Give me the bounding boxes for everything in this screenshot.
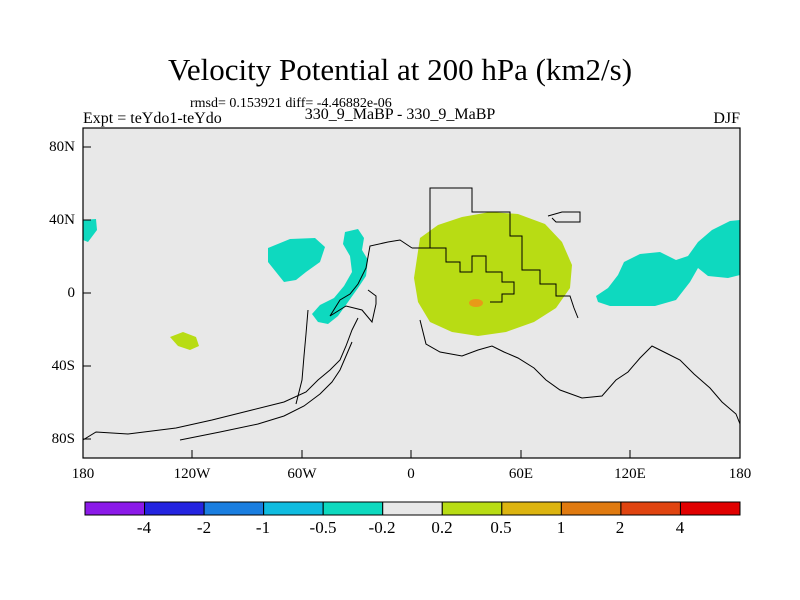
colorbar-box-7 — [441, 501, 503, 516]
stats-line: rmsd= 0.153921 diff= -4.46882e-06 — [190, 96, 392, 111]
colorbar-box-8 — [501, 501, 562, 516]
negative-region-pacific — [268, 238, 325, 282]
colorbar-label-2: -2 — [196, 518, 212, 537]
lat-label-80s: 80S — [51, 431, 75, 447]
axis-ticks — [83, 146, 631, 458]
colorbar-label-6: 0.2 — [431, 518, 453, 537]
coastline-south-lower — [179, 341, 353, 441]
strong-positive-spot — [469, 299, 483, 307]
lon-label-0: 0 — [407, 466, 415, 482]
negative-region-atlantic — [312, 229, 368, 324]
colorbar-box-1 — [84, 501, 146, 516]
lon-label-120w: 120W — [173, 466, 211, 482]
colorbar — [84, 501, 741, 516]
colorbar-box-2 — [144, 501, 205, 516]
positive-region-south-pacific — [170, 332, 199, 350]
colorbar-box-5 — [322, 501, 384, 516]
colorbar-label-7: 0.5 — [490, 518, 512, 537]
lon-label-60w: 60W — [287, 466, 317, 482]
plot-title: Velocity Potential at 200 hPa (km2/s) — [167, 52, 633, 87]
colorbar-box-10 — [620, 501, 681, 516]
coastlines — [83, 187, 740, 441]
coastline-north — [412, 187, 579, 319]
colorbar-box-3 — [203, 501, 265, 516]
lat-label-0: 0 — [67, 285, 76, 301]
coastline-northeast — [547, 211, 581, 223]
positive-region-main — [414, 212, 572, 336]
colorbar-label-3: -1 — [255, 518, 271, 537]
lat-label-40s: 40S — [51, 358, 75, 374]
lon-label-120e: 120E — [614, 466, 646, 482]
colorbar-box-6 — [382, 501, 443, 516]
coastline-south-west — [83, 317, 359, 441]
lat-label-80n: 80N — [49, 139, 75, 155]
coastline-central — [329, 239, 413, 324]
case-label: 330_9_MaBP - 330_9_MaBP — [304, 106, 496, 123]
lat-label-40n: 40N — [49, 212, 75, 228]
colorbar-box-11 — [679, 501, 741, 516]
colorbar-box-9 — [560, 501, 622, 516]
lon-label-180e: 180 — [728, 466, 752, 482]
colorbar-label-1: -4 — [136, 518, 152, 537]
colorbar-label-4: -0.5 — [309, 518, 337, 537]
coastline-south-arc — [419, 319, 740, 425]
colorbar-box-4 — [263, 501, 324, 516]
negative-region-east — [596, 220, 740, 306]
colorbar-label-5: -0.2 — [368, 518, 396, 537]
coastline-inner — [430, 247, 515, 303]
lon-label-60e: 60E — [508, 466, 534, 482]
colorbar-label-8: 1 — [556, 518, 566, 537]
experiment-label: Expt = teYdo1-teYdo — [83, 110, 222, 127]
colorbar-label-9: 2 — [615, 518, 625, 537]
lon-label-180w: 180 — [71, 466, 95, 482]
negative-region-west-edge — [83, 219, 97, 242]
colorbar-label-10: 4 — [675, 518, 685, 537]
season-label: DJF — [713, 110, 740, 127]
coastline-peninsula — [295, 309, 309, 405]
